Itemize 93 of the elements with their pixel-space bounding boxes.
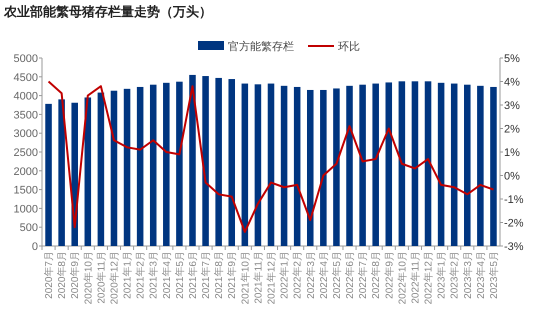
y2-tick-label: 2%: [504, 124, 520, 136]
bar: [306, 90, 314, 246]
bar: [58, 99, 65, 246]
x-tick-label: 2023年5月: [488, 251, 500, 299]
bar: [398, 81, 406, 246]
bar: [202, 76, 209, 246]
bar: [215, 78, 222, 246]
x-tick-label: 2022年6月: [344, 251, 356, 299]
x-tick-label: 2021年5月: [174, 251, 186, 299]
y-tick-label: 5000: [14, 53, 38, 65]
bar: [242, 84, 248, 246]
bar: [464, 84, 471, 246]
x-tick-label: 2020年12月: [108, 251, 120, 304]
x-tick-label: 2021年9月: [226, 251, 238, 299]
bar: [268, 84, 274, 246]
bar: [124, 88, 130, 246]
line-series: [48, 80, 494, 233]
bar: [150, 84, 156, 246]
x-tick-label: 2023年4月: [474, 251, 487, 299]
bar: [163, 82, 170, 246]
x-tick-label: 2023年3月: [462, 251, 474, 299]
y2-tick-label: -2%: [504, 218, 524, 230]
y-tick-label: 3000: [14, 128, 38, 140]
y2-tick-label: 5%: [504, 53, 520, 65]
x-tick-label: 2021年8月: [213, 251, 226, 299]
x-tick-label: 2021年11月: [252, 251, 264, 304]
x-tick-label: 2022年9月: [383, 251, 396, 299]
bar: [438, 82, 444, 246]
x-tick-label: 2021年1月: [122, 251, 134, 299]
bar: [450, 84, 458, 246]
x-tick-label: 2020年9月: [69, 251, 82, 299]
bar: [98, 92, 104, 246]
bar: [346, 86, 353, 246]
bar: [280, 86, 288, 246]
bar: [136, 86, 144, 246]
x-tick-label: 2022年3月: [304, 251, 317, 299]
y2-tick-label: -1%: [504, 194, 524, 206]
y-tick-label: 0: [32, 241, 38, 253]
bar: [176, 82, 183, 246]
bar: [228, 79, 236, 246]
y2-tick-label: 4%: [504, 76, 520, 88]
x-tick-label: 2022年5月: [330, 251, 343, 299]
x-tick-label: 2023年2月: [448, 251, 461, 299]
bar: [372, 84, 379, 246]
x-tick-label: 2020年8月: [56, 251, 68, 299]
bar: [490, 86, 497, 246]
legend-label: 环比: [338, 40, 360, 53]
x-tick-label: 2023年1月: [436, 251, 448, 299]
y2-tick-label: 1%: [504, 147, 520, 159]
x-tick-label: 2021年2月: [134, 251, 147, 299]
y-tick-label: 2500: [14, 147, 38, 159]
x-tick-label: 2020年11月: [95, 251, 108, 304]
chart-title: 农业部能繁母猪存栏量走势（万头）: [3, 4, 212, 19]
legend-label: 官方能繁存栏: [228, 40, 294, 53]
bar: [412, 81, 418, 246]
x-tick-label: 2022年11月: [409, 251, 422, 304]
bar: [45, 104, 52, 246]
y2-tick-label: 3%: [504, 100, 520, 112]
y-tick-label: 4500: [14, 72, 38, 84]
y2-tick-label: -3%: [504, 241, 524, 253]
bar: [359, 84, 366, 246]
x-tick-label: 2021年12月: [266, 251, 278, 304]
bar: [294, 86, 300, 246]
bar: [254, 84, 262, 246]
x-tick-label: 2021年4月: [160, 251, 173, 299]
x-tick-label: 2021年10月: [239, 251, 252, 304]
y-tick-label: 1500: [14, 184, 38, 197]
bar: [189, 74, 196, 246]
y-tick-label: 2000: [14, 166, 38, 178]
x-tick-label: 2020年10月: [82, 251, 94, 304]
bar: [333, 88, 340, 246]
x-tick-label: 2022年10月: [396, 251, 408, 304]
bar: [386, 82, 392, 246]
x-tick-label: 2021年6月: [186, 251, 199, 299]
x-tick-label: 2022年1月: [278, 251, 291, 299]
bar: [320, 90, 327, 246]
x-tick-label: 2022年7月: [357, 251, 370, 299]
x-tick-label: 2021年7月: [200, 251, 212, 299]
bar: [424, 81, 432, 246]
x-tick-label: 2022年2月: [292, 251, 304, 299]
bar: [477, 86, 484, 246]
x-tick-label: 2022年4月: [318, 251, 330, 299]
y-tick-label: 3500: [14, 109, 38, 122]
y-tick-label: 4000: [14, 90, 38, 103]
x-tick-label: 2022年8月: [370, 251, 382, 299]
x-tick-label: 2021年3月: [148, 251, 160, 299]
bar: [84, 97, 92, 246]
bar: [110, 90, 118, 246]
y-tick-label: 500: [20, 222, 38, 234]
y2-tick-label: 0%: [504, 170, 520, 182]
x-tick-label: 2020年7月: [43, 251, 56, 299]
x-tick-label: 2022年12月: [422, 251, 435, 304]
y-tick-label: 1000: [14, 203, 38, 216]
